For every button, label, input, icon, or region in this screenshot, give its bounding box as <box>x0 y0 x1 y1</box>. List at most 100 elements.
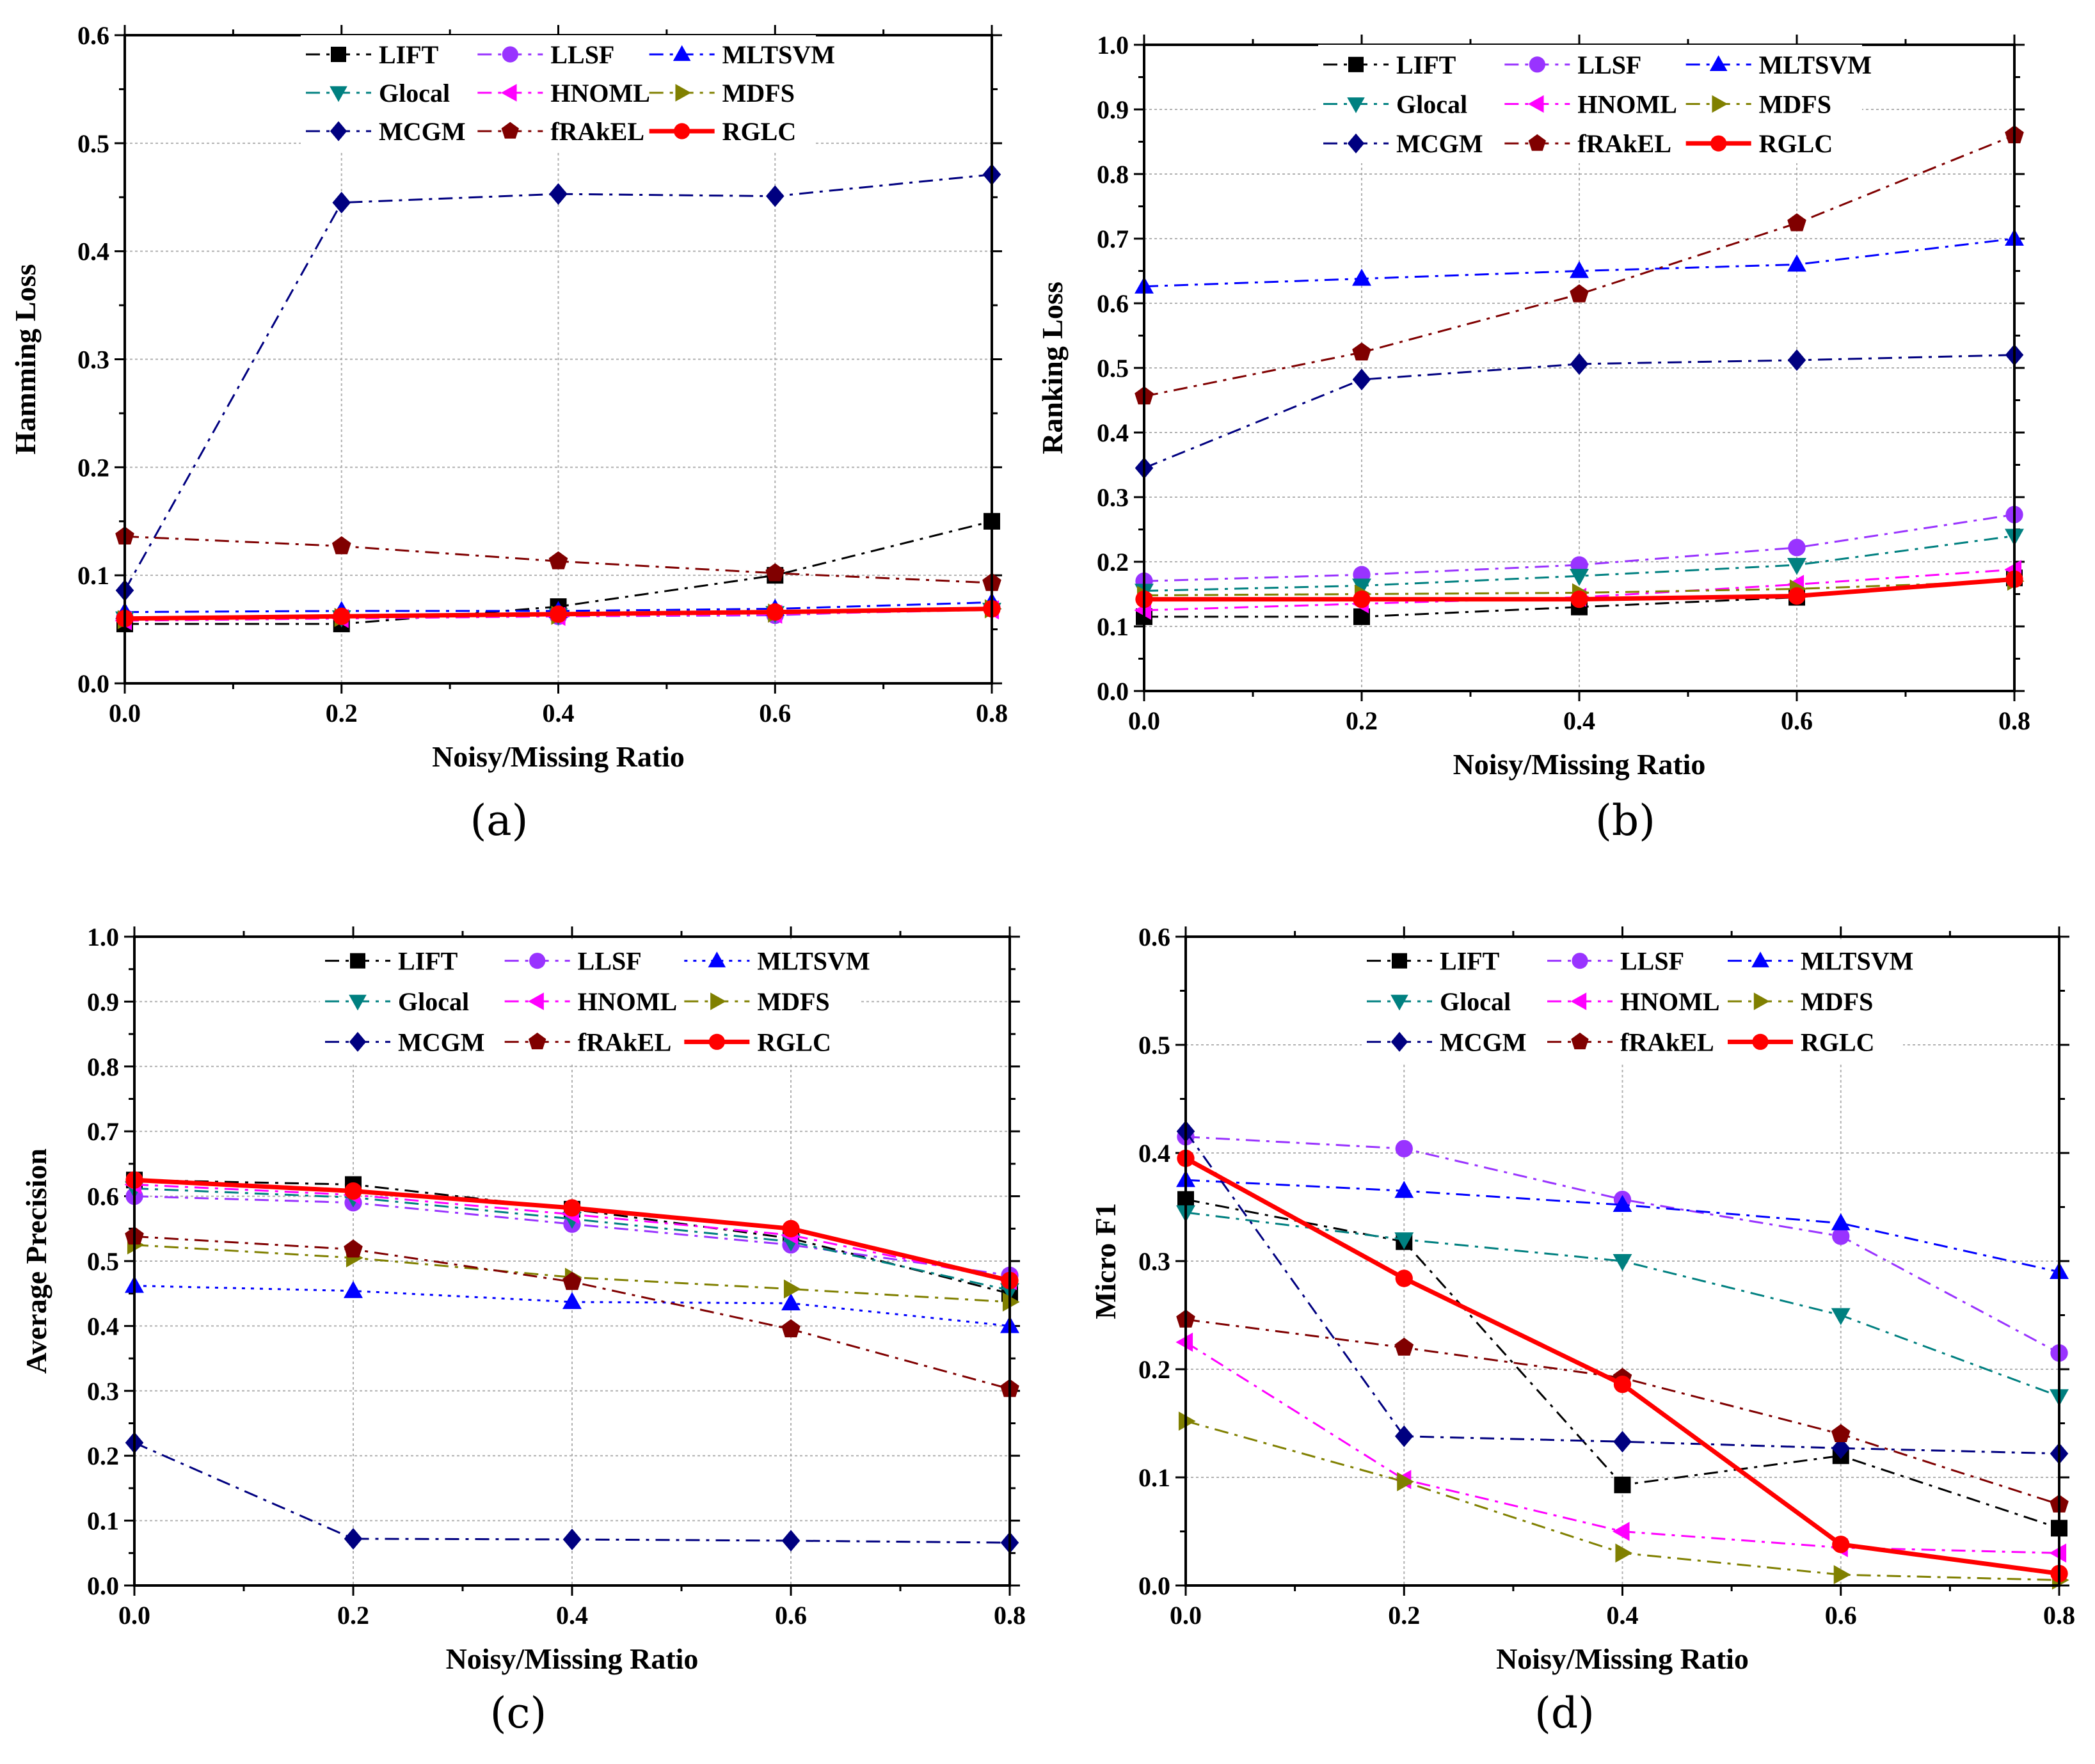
x-tick-label: 0.8 <box>994 1601 1026 1630</box>
x-tick-label: 0.6 <box>759 699 791 727</box>
legend-marker <box>330 121 347 141</box>
data-point-mdfs <box>1002 1292 1020 1312</box>
data-point-rglc <box>344 1182 362 1200</box>
data-point-rglc <box>782 1220 800 1237</box>
panel-caption: (b) <box>1595 796 1655 845</box>
legend-item-mdfs: MDFS <box>1685 90 1831 119</box>
legend-label: MLTSVM <box>722 40 835 69</box>
legend-label: MCGM <box>379 117 466 146</box>
legend-item-mdfs: MDFS <box>684 987 830 1016</box>
legend-label: MLTSVM <box>1801 947 1913 976</box>
legend-label: MCGM <box>1396 129 1483 158</box>
legend-label: Glocal <box>1440 987 1511 1016</box>
ticks: 0.0 0.2 0.4 0.6 0.8 0.0 0.1 0.2 0.3 0.4 0.5 0.6 0.7 0… <box>87 923 1026 1630</box>
data-point-mcgm <box>562 1529 582 1550</box>
y-tick-label: 0.1 <box>87 1507 119 1536</box>
legend-box <box>1318 45 1862 163</box>
series-mltsvm <box>1135 228 2024 294</box>
data-point-frakel <box>548 551 568 569</box>
data-point-mcgm <box>344 1528 363 1550</box>
legend-label: LIFT <box>379 40 439 69</box>
x-tick-label: 0.0 <box>1128 706 1160 735</box>
legend-box <box>301 35 816 150</box>
data-point-frakel <box>1787 213 1806 232</box>
series-mcgm <box>1135 344 2024 479</box>
legend-marker <box>710 992 726 1010</box>
data-point-rglc <box>1832 1536 1850 1553</box>
x-tick-label: 0.6 <box>1781 706 1813 735</box>
legend-marker <box>1571 1032 1589 1049</box>
legend-marker <box>500 84 517 102</box>
legend-box <box>320 941 859 1062</box>
y-tick-label: 0.0 <box>77 669 109 698</box>
data-point-mcgm <box>1831 1437 1851 1459</box>
legend-item-mltsvm: MLTSVM <box>649 40 835 69</box>
y-tick-label: 0.4 <box>1097 418 1129 447</box>
legend-label: MDFS <box>722 79 795 107</box>
legend-item-rglc: RGLC <box>1685 129 1833 158</box>
legend-item-lift: LIFT <box>1367 947 1500 976</box>
y-tick-label: 0.0 <box>1097 677 1129 706</box>
y-tick-label: 0.0 <box>87 1571 119 1600</box>
legend-marker <box>1709 55 1728 72</box>
legend-label: LIFT <box>398 947 458 976</box>
data-point-rglc <box>1613 1376 1632 1394</box>
legend-marker <box>1710 135 1727 152</box>
series-line-mdfs <box>134 1244 1010 1303</box>
data-point-glocal <box>1831 1308 1851 1326</box>
series-rglc <box>1135 570 2023 608</box>
series-line-mltsvm <box>1185 1179 2060 1273</box>
legend-item-frakel: fRAkEL <box>477 117 644 146</box>
y-tick-label: 1.0 <box>87 923 119 951</box>
data-point-mdfs <box>1397 1472 1414 1491</box>
data-point-hnoml <box>1175 1332 1193 1352</box>
x-axis-title: Noisy/Missing Ratio <box>1496 1642 1749 1675</box>
data-point-rglc <box>766 603 784 621</box>
legend: LIFT LLSF MLTSVM Glocal HNOML MDFS MCGM fRAkEL R… <box>320 941 870 1062</box>
chart-panel-4: 0.0 0.2 0.4 0.6 0.8 0.0 0.1 0.2 0.3 0.4 0.5 0.6 LIFT… <box>1089 923 2075 1738</box>
legend-marker <box>1751 951 1769 967</box>
legend-label: MDFS <box>757 987 829 1016</box>
y-axis-title: Hamming Loss <box>9 264 42 455</box>
legend-marker <box>1528 134 1546 151</box>
panel-caption: (c) <box>490 1689 546 1738</box>
data-point-rglc <box>333 607 351 625</box>
x-tick-label: 0.4 <box>1607 1601 1639 1630</box>
x-tick-label: 0.4 <box>543 699 575 727</box>
x-tick-label: 0.2 <box>1388 1601 1420 1630</box>
legend-label: MCGM <box>398 1028 485 1056</box>
ticks: 0.0 0.2 0.4 0.6 0.8 0.0 0.1 0.2 0.3 0.4 0.5 0.6 <box>77 21 1008 727</box>
y-tick-label: 0.8 <box>1097 160 1129 189</box>
legend-item-hnoml: HNOML <box>1504 90 1677 119</box>
y-tick-label: 0.6 <box>1097 289 1129 318</box>
legend-item-hnoml: HNOML <box>1547 987 1720 1016</box>
y-tick-label: 0.3 <box>87 1377 119 1406</box>
series-frakel <box>1135 125 2024 405</box>
legend-item-mdfs: MDFS <box>1728 987 1873 1016</box>
x-tick-label: 0.8 <box>1998 706 2030 735</box>
legend-marker <box>675 84 692 102</box>
data-point-mltsvm <box>1394 1180 1414 1198</box>
legend-marker <box>1347 97 1365 113</box>
x-axis-title: Noisy/Missing Ratio <box>1453 748 1706 781</box>
legend-label: fRAkEL <box>578 1028 672 1056</box>
legend-item-lift: LIFT <box>325 947 458 976</box>
legend-label: MCGM <box>1440 1028 1527 1056</box>
legend-item-glocal: Glocal <box>325 987 469 1016</box>
y-tick-label: 0.7 <box>87 1117 119 1146</box>
data-point-rglc <box>563 1199 581 1217</box>
data-point-mltsvm <box>344 1281 363 1298</box>
legend-item-glocal: Glocal <box>1367 987 1511 1016</box>
x-axis-title: Noisy/Missing Ratio <box>446 1642 699 1675</box>
legend-marker <box>1572 953 1588 969</box>
y-tick-label: 0.5 <box>77 129 109 158</box>
legend-label: LIFT <box>1396 51 1456 79</box>
x-axis-title: Noisy/Missing Ratio <box>432 740 685 773</box>
data-point-llsf <box>1788 539 1806 557</box>
y-tick-label: 0.2 <box>87 1442 119 1470</box>
y-tick-label: 0.2 <box>77 453 109 482</box>
legend-marker <box>708 1033 725 1050</box>
data-point-rglc <box>1788 587 1806 605</box>
legend-label: HNOML <box>550 79 650 107</box>
